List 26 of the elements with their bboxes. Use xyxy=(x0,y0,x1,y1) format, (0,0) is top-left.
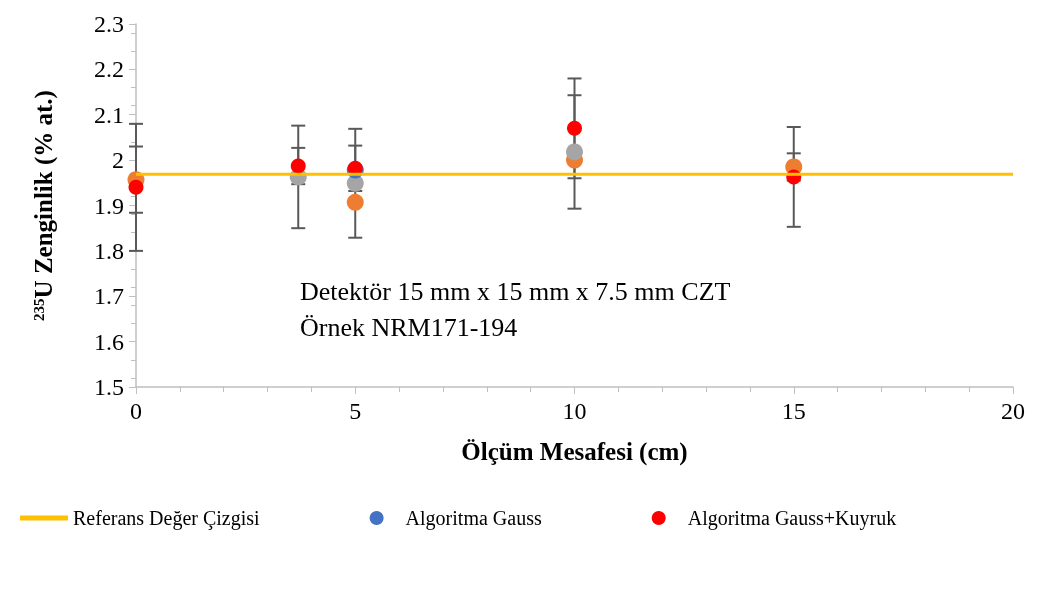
y-tick-label: 2.2 xyxy=(94,56,124,83)
annotation: Örnek NRM171-194 xyxy=(300,312,518,342)
y-tick-label: 2.3 xyxy=(94,11,124,37)
annotation: Detektör 15 mm x 15 mm x 7.5 mm CZT xyxy=(300,276,731,306)
y-tick-label: 1.6 xyxy=(94,328,124,355)
x-tick-label: 5 xyxy=(349,398,362,424)
y-tick-label: 2 xyxy=(112,147,124,174)
x-tick-label: 10 xyxy=(562,398,587,424)
point xyxy=(346,193,364,211)
point xyxy=(567,120,582,136)
x-tick-label: 15 xyxy=(781,398,806,424)
legend-label: Algoritma Gauss+Kuyruk xyxy=(687,507,897,530)
y-tick-label: 1.7 xyxy=(94,283,124,310)
x-axis-title: Ölçüm Mesafesi (cm) xyxy=(461,438,688,466)
x-tick-label: 20 xyxy=(1001,398,1025,424)
legend-label: Algoritma Gauss xyxy=(405,507,542,530)
y-tick-label: 1.9 xyxy=(94,192,124,219)
point xyxy=(566,143,583,161)
y-tick-label: 2.1 xyxy=(94,101,124,128)
legend-label: Referans Değer Çizgisi xyxy=(73,507,261,530)
y-tick-label: 1.5 xyxy=(94,374,124,400)
x-tick-label: 0 xyxy=(130,398,142,424)
y-axis-title: 235U Zenginlik (% at.) xyxy=(30,90,58,321)
point xyxy=(128,179,144,195)
y-tick-label: 1.8 xyxy=(94,237,124,264)
point xyxy=(290,158,306,174)
